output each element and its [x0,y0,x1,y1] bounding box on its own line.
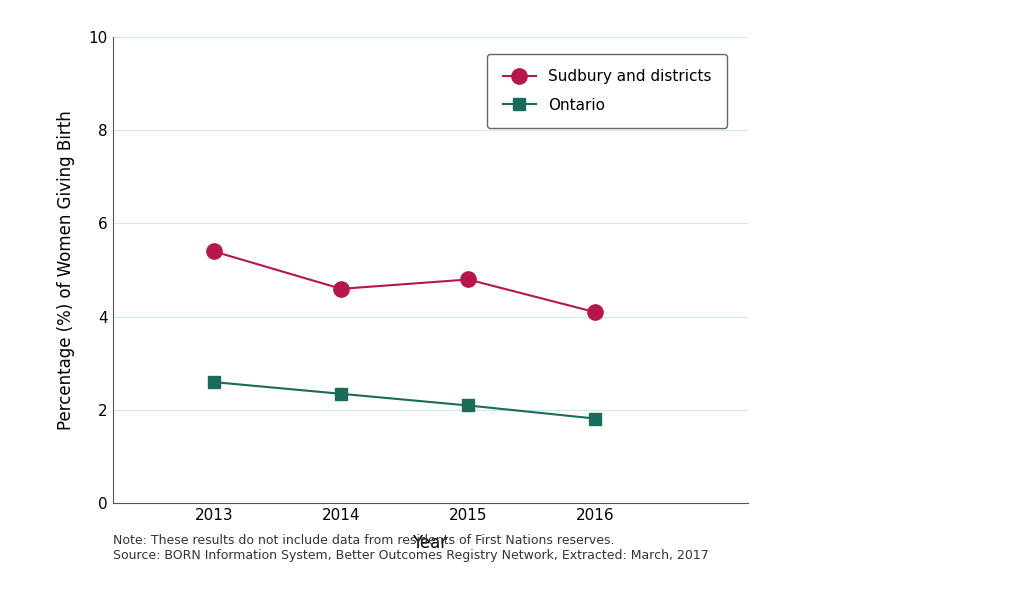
Text: Note: These results do not include data from residents of First Nations reserves: Note: These results do not include data … [113,534,709,562]
Legend: Sudbury and districts, Ontario: Sudbury and districts, Ontario [487,54,727,128]
X-axis label: Year: Year [413,534,447,553]
Ontario [462,402,474,409]
Sudbury and districts [335,285,347,292]
Y-axis label: Percentage (%) of Women Giving Birth: Percentage (%) of Women Giving Birth [56,111,75,430]
Sudbury and districts [462,276,474,283]
Line: Ontario: Ontario [209,376,601,424]
Ontario [208,378,220,386]
Line: Sudbury and districts: Sudbury and districts [207,244,603,320]
Sudbury and districts [589,308,601,316]
Ontario [335,390,347,397]
Sudbury and districts [208,248,220,255]
Ontario [589,415,601,422]
